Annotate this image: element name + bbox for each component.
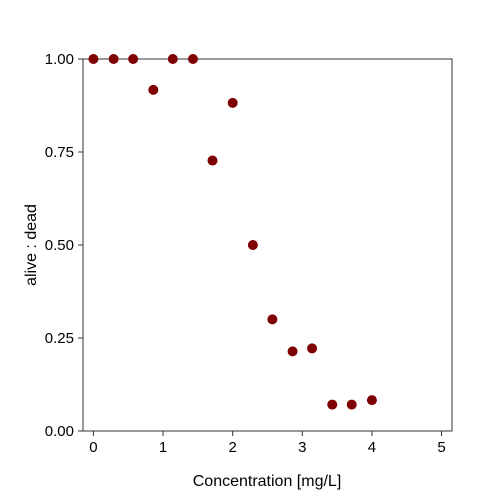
data-point — [346, 399, 357, 410]
data-point — [88, 54, 99, 64]
y-tick-label: 0.75 — [45, 144, 74, 161]
data-point — [167, 54, 178, 64]
data-point — [287, 346, 298, 357]
x-tick-label: 2 — [229, 439, 237, 456]
data-point — [366, 395, 377, 406]
data-point — [327, 399, 338, 410]
data-point — [108, 54, 119, 64]
plot-frame — [82, 58, 453, 432]
x-tick-label: 0 — [89, 439, 97, 456]
x-axis: 0 1 2 3 4 5 — [89, 431, 446, 456]
data-point — [128, 54, 139, 64]
data-point — [188, 54, 199, 64]
data-point — [247, 240, 258, 250]
y-axis-title: alive : dead — [23, 204, 40, 286]
y-tick-label: 0.25 — [45, 330, 74, 347]
y-tick-label: 1.00 — [45, 51, 74, 68]
y-axis: 0.00 0.25 0.50 0.75 1.00 — [45, 51, 83, 440]
data-point — [148, 84, 159, 95]
data-point — [207, 155, 218, 166]
x-tick-label: 5 — [437, 439, 445, 456]
data-point — [227, 97, 238, 108]
y-tick-label: 0.50 — [45, 237, 74, 254]
x-tick-label: 4 — [368, 439, 376, 456]
data-points — [88, 54, 377, 410]
x-axis-title: Concentration [mg/L] — [193, 473, 342, 490]
y-tick-label: 0.00 — [45, 423, 74, 440]
data-point — [267, 314, 278, 325]
x-tick-label: 3 — [298, 439, 306, 456]
x-tick-label: 1 — [159, 439, 167, 456]
data-point — [307, 343, 318, 354]
